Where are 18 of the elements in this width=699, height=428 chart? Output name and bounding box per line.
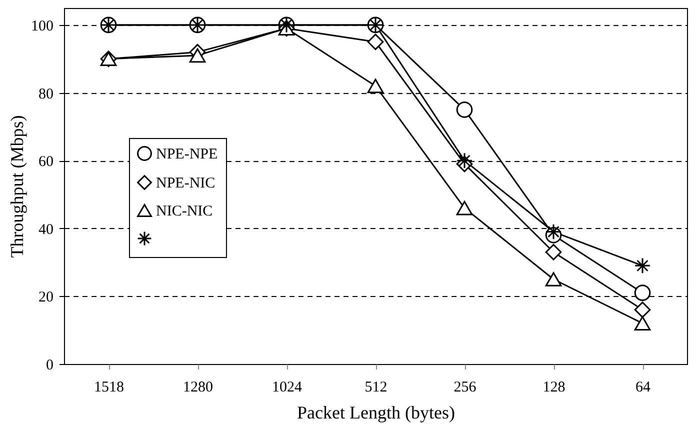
y-tick-label: 100 — [31, 18, 54, 34]
x-tick-label: 1280 — [183, 380, 213, 396]
y-tick-label: 20 — [38, 290, 54, 306]
legend-label: NPE-NIC — [156, 176, 216, 192]
y-tick-label: 60 — [38, 154, 54, 170]
x-tick-label: 64 — [636, 380, 651, 396]
y-tick-label: 80 — [38, 86, 54, 102]
x-tick-label: 1024 — [272, 380, 302, 396]
legend-label: NPE-NPE — [156, 146, 218, 162]
x-tick-label: 128 — [542, 380, 566, 396]
y-axis-title: Throughput (Mbps) — [7, 115, 27, 258]
x-axis-title: Packet Length (bytes) — [297, 402, 455, 422]
x-tick-label: 512 — [364, 380, 388, 396]
y-tick-label: 0 — [46, 358, 54, 374]
x-tick-label: 256 — [454, 380, 477, 396]
legend-label: NIC-NIC — [156, 204, 213, 220]
x-tick-label: 1518 — [94, 380, 124, 396]
y-tick-label: 40 — [38, 222, 54, 238]
